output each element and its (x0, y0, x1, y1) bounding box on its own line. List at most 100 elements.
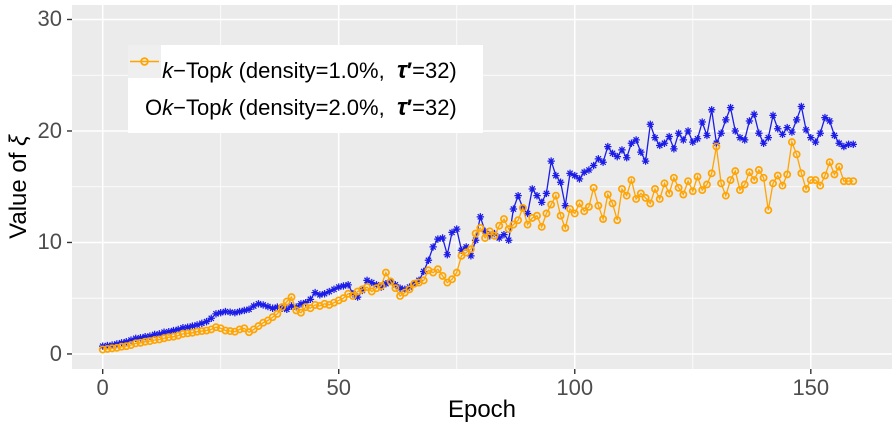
series-marker-2 (769, 179, 777, 188)
series-marker-2 (726, 176, 735, 184)
series-marker-2 (816, 181, 825, 190)
series-marker-2 (273, 309, 282, 318)
series-marker-2 (221, 326, 230, 335)
series-marker-2 (311, 300, 320, 309)
series-marker-2 (806, 176, 815, 184)
series-marker-2 (150, 336, 159, 344)
series-marker-2 (783, 170, 792, 179)
series-marker-2 (698, 186, 707, 195)
legend-label: Ok−Topk (density=1.0%, τ′=32) (145, 57, 457, 84)
series-marker-2 (127, 341, 135, 349)
y-tick-label: 10 (37, 229, 62, 255)
legend-label: Ok−Topk (density=2.0%, τ′=32) (145, 94, 457, 121)
series-marker-2 (377, 281, 386, 290)
series-marker-2 (98, 345, 107, 354)
series-marker-2 (622, 191, 631, 200)
x-axis-title: Epoch (447, 396, 517, 423)
series-marker-2 (773, 171, 782, 180)
series-marker-2 (684, 177, 693, 186)
series-marker-2 (731, 167, 740, 176)
series-marker-2 (660, 179, 669, 188)
series-marker-2 (646, 199, 655, 208)
series-marker-2 (584, 202, 593, 211)
series-marker-2 (533, 211, 541, 220)
series-marker-2 (679, 190, 688, 199)
series-marker-2 (504, 225, 513, 234)
series-marker-2 (320, 299, 329, 308)
series-marker-2 (509, 220, 518, 229)
series-marker-2 (183, 329, 192, 338)
series-marker-2 (712, 142, 721, 151)
series-marker-2 (381, 268, 390, 277)
series-marker-2 (839, 177, 848, 186)
series-marker-2 (707, 169, 716, 178)
legend-entry: Ok−Topk (density=1.0%, τ′=32) (128, 45, 457, 87)
series-marker-2 (212, 323, 220, 332)
series-marker-2 (693, 172, 702, 181)
series-marker-2 (589, 183, 598, 192)
y-tick-label: 30 (37, 6, 62, 32)
series-marker-2 (551, 191, 560, 200)
series-marker-2 (500, 215, 508, 224)
series-marker-2 (136, 338, 145, 347)
series-marker-2 (787, 138, 796, 147)
series-marker-2 (108, 344, 117, 353)
series-marker-2 (844, 177, 853, 186)
series-marker-2 (825, 158, 834, 167)
series-marker-2 (363, 283, 371, 292)
series-marker-2 (702, 180, 711, 189)
series-marker-2 (490, 231, 499, 240)
series-marker-2 (542, 209, 551, 218)
series-marker-2 (717, 179, 726, 188)
series-marker-2 (339, 294, 348, 303)
series-marker-2 (112, 343, 121, 352)
series-marker-2 (608, 199, 617, 208)
series-marker-2 (613, 216, 622, 225)
series-marker-2 (547, 200, 556, 209)
series-marker-2 (754, 166, 763, 174)
series-marker-2 (740, 180, 749, 189)
series-marker-2 (466, 245, 475, 254)
series-marker-2 (537, 222, 546, 231)
y-tick-label: 0 (49, 340, 62, 366)
series-marker-2 (750, 176, 759, 184)
series-marker-2 (278, 303, 287, 312)
series-marker-2 (122, 342, 131, 351)
series-marker-2 (736, 186, 744, 195)
series-marker-2 (575, 199, 584, 208)
series-marker-2 (405, 285, 414, 294)
series-marker-2 (297, 308, 305, 317)
series-marker-2 (641, 193, 650, 202)
series-marker-2 (830, 170, 839, 179)
series-marker-2 (599, 215, 608, 224)
series-marker-2 (618, 185, 626, 193)
series-marker-2 (566, 205, 574, 213)
series-marker-2 (476, 224, 485, 232)
x-tick-label: 150 (792, 375, 830, 400)
series-marker-2 (603, 190, 612, 199)
series-marker-2 (448, 275, 456, 284)
series-marker-2 (627, 176, 636, 184)
series-marker-2 (174, 331, 183, 340)
series-marker-2 (419, 276, 428, 285)
series-marker-2 (514, 216, 523, 225)
series-marker-2 (240, 324, 249, 333)
series-marker-2 (849, 177, 858, 186)
series-marker-2 (164, 333, 173, 342)
series-marker-2 (778, 181, 787, 190)
series-marker-2 (202, 326, 211, 335)
series-marker-2 (764, 206, 773, 215)
series-marker-2 (556, 211, 565, 220)
x-tick-label: 100 (556, 375, 594, 400)
series-marker-2 (759, 173, 768, 182)
series-marker-2 (145, 337, 154, 346)
series-marker-2 (481, 234, 490, 242)
series-marker-2 (674, 183, 683, 192)
series-marker-2 (835, 162, 844, 171)
series-marker-2 (141, 337, 150, 346)
series-marker-2 (197, 327, 206, 336)
series-marker-2 (636, 189, 645, 198)
series-marker-2 (721, 191, 730, 200)
series-marker-2 (792, 150, 801, 159)
